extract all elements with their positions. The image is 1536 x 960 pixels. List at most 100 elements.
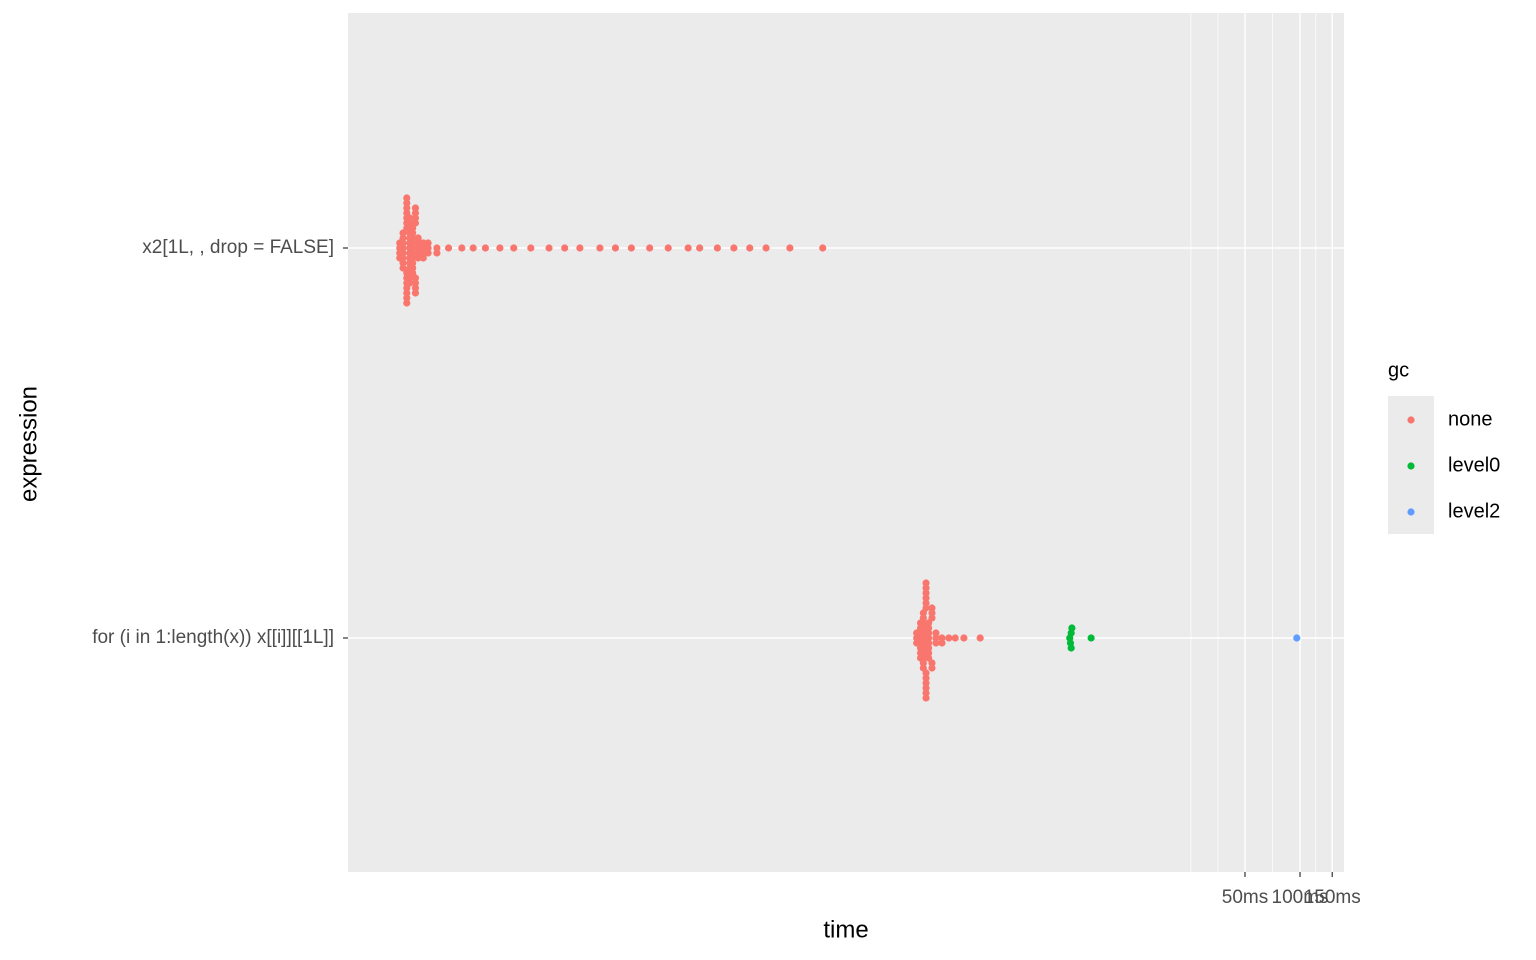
data-point — [922, 579, 930, 587]
data-point — [411, 284, 420, 292]
data-point — [696, 244, 704, 252]
data-point — [409, 264, 417, 272]
data-point — [922, 594, 930, 602]
data-point — [1068, 624, 1076, 632]
data-point — [399, 234, 407, 242]
data-point — [925, 624, 933, 632]
data-point — [932, 629, 940, 637]
data-point — [399, 254, 407, 262]
data-point — [424, 249, 432, 257]
x-tick-label: 50ms — [1222, 887, 1268, 908]
data-point — [925, 634, 933, 642]
data-point — [411, 204, 420, 212]
data-point — [596, 244, 604, 252]
data-point — [444, 244, 453, 252]
data-point — [411, 274, 420, 282]
data-point — [409, 244, 417, 252]
data-point — [919, 654, 927, 662]
data-point — [409, 234, 417, 242]
data-point — [496, 244, 504, 252]
data-point — [932, 639, 940, 647]
data-point — [713, 244, 721, 252]
data-point — [411, 214, 420, 222]
data-point — [919, 659, 927, 667]
data-point — [664, 244, 672, 252]
data-point — [919, 634, 927, 642]
data-point — [919, 614, 927, 622]
data-point — [919, 629, 927, 637]
data-point — [411, 279, 420, 287]
data-point — [922, 684, 930, 692]
data-point — [646, 244, 654, 252]
data-point — [938, 634, 946, 642]
data-point — [411, 209, 420, 217]
data-point — [922, 604, 930, 612]
data-point — [928, 609, 936, 617]
data-point — [922, 689, 930, 697]
data-point — [786, 244, 794, 252]
data-point — [919, 649, 927, 657]
data-point — [922, 679, 930, 687]
data-point — [403, 199, 411, 207]
data-point — [922, 694, 930, 702]
data-point — [424, 239, 432, 247]
data-point — [627, 244, 635, 252]
data-point — [403, 294, 411, 302]
legend-key — [1407, 508, 1415, 516]
data-point — [411, 289, 420, 297]
legend-key — [1407, 462, 1415, 470]
data-point — [409, 259, 417, 267]
panel-background — [348, 13, 1344, 872]
data-point — [976, 634, 984, 642]
data-point — [762, 244, 770, 252]
data-point — [399, 259, 407, 267]
legend-label: none — [1448, 408, 1493, 430]
data-point — [409, 239, 417, 247]
data-point — [409, 229, 417, 237]
data-point — [922, 584, 930, 592]
data-point — [925, 639, 933, 647]
data-point — [403, 194, 411, 202]
data-point — [684, 244, 692, 252]
data-point — [510, 244, 518, 252]
x-tick-label: 150ms — [1304, 887, 1361, 908]
data-point — [399, 244, 407, 252]
data-point — [399, 229, 407, 237]
data-point — [469, 244, 477, 252]
data-point — [919, 644, 927, 652]
legend-title: gc — [1388, 359, 1409, 381]
data-point — [925, 649, 933, 657]
data-point — [433, 244, 441, 252]
data-point — [1087, 634, 1095, 642]
data-point — [919, 619, 927, 627]
data-point — [403, 204, 411, 212]
data-point — [411, 219, 420, 227]
data-point — [399, 239, 407, 247]
x-axis-title: time — [823, 916, 868, 943]
data-point — [406, 214, 414, 222]
data-point — [414, 239, 422, 247]
data-point — [922, 674, 930, 682]
data-point — [919, 639, 927, 647]
data-point — [403, 289, 411, 297]
data-point — [414, 254, 422, 262]
data-point — [424, 244, 432, 252]
data-point — [938, 639, 946, 647]
data-point — [746, 244, 754, 252]
data-point — [409, 249, 417, 257]
data-point — [951, 634, 959, 642]
marks — [396, 194, 1301, 702]
legend-label: level2 — [1448, 500, 1500, 522]
data-point — [819, 244, 827, 252]
data-point — [481, 244, 490, 252]
data-point — [928, 659, 936, 667]
data-point — [561, 244, 569, 252]
data-point — [730, 244, 738, 252]
data-point — [399, 249, 407, 257]
data-point — [545, 244, 553, 252]
data-point — [922, 589, 930, 597]
data-point — [414, 234, 422, 242]
x-tick-label: 100ms — [1272, 887, 1329, 908]
data-point — [409, 254, 417, 262]
